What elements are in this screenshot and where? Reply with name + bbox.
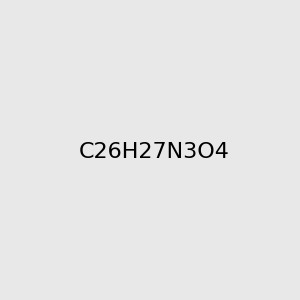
Text: C26H27N3O4: C26H27N3O4 <box>78 142 229 161</box>
